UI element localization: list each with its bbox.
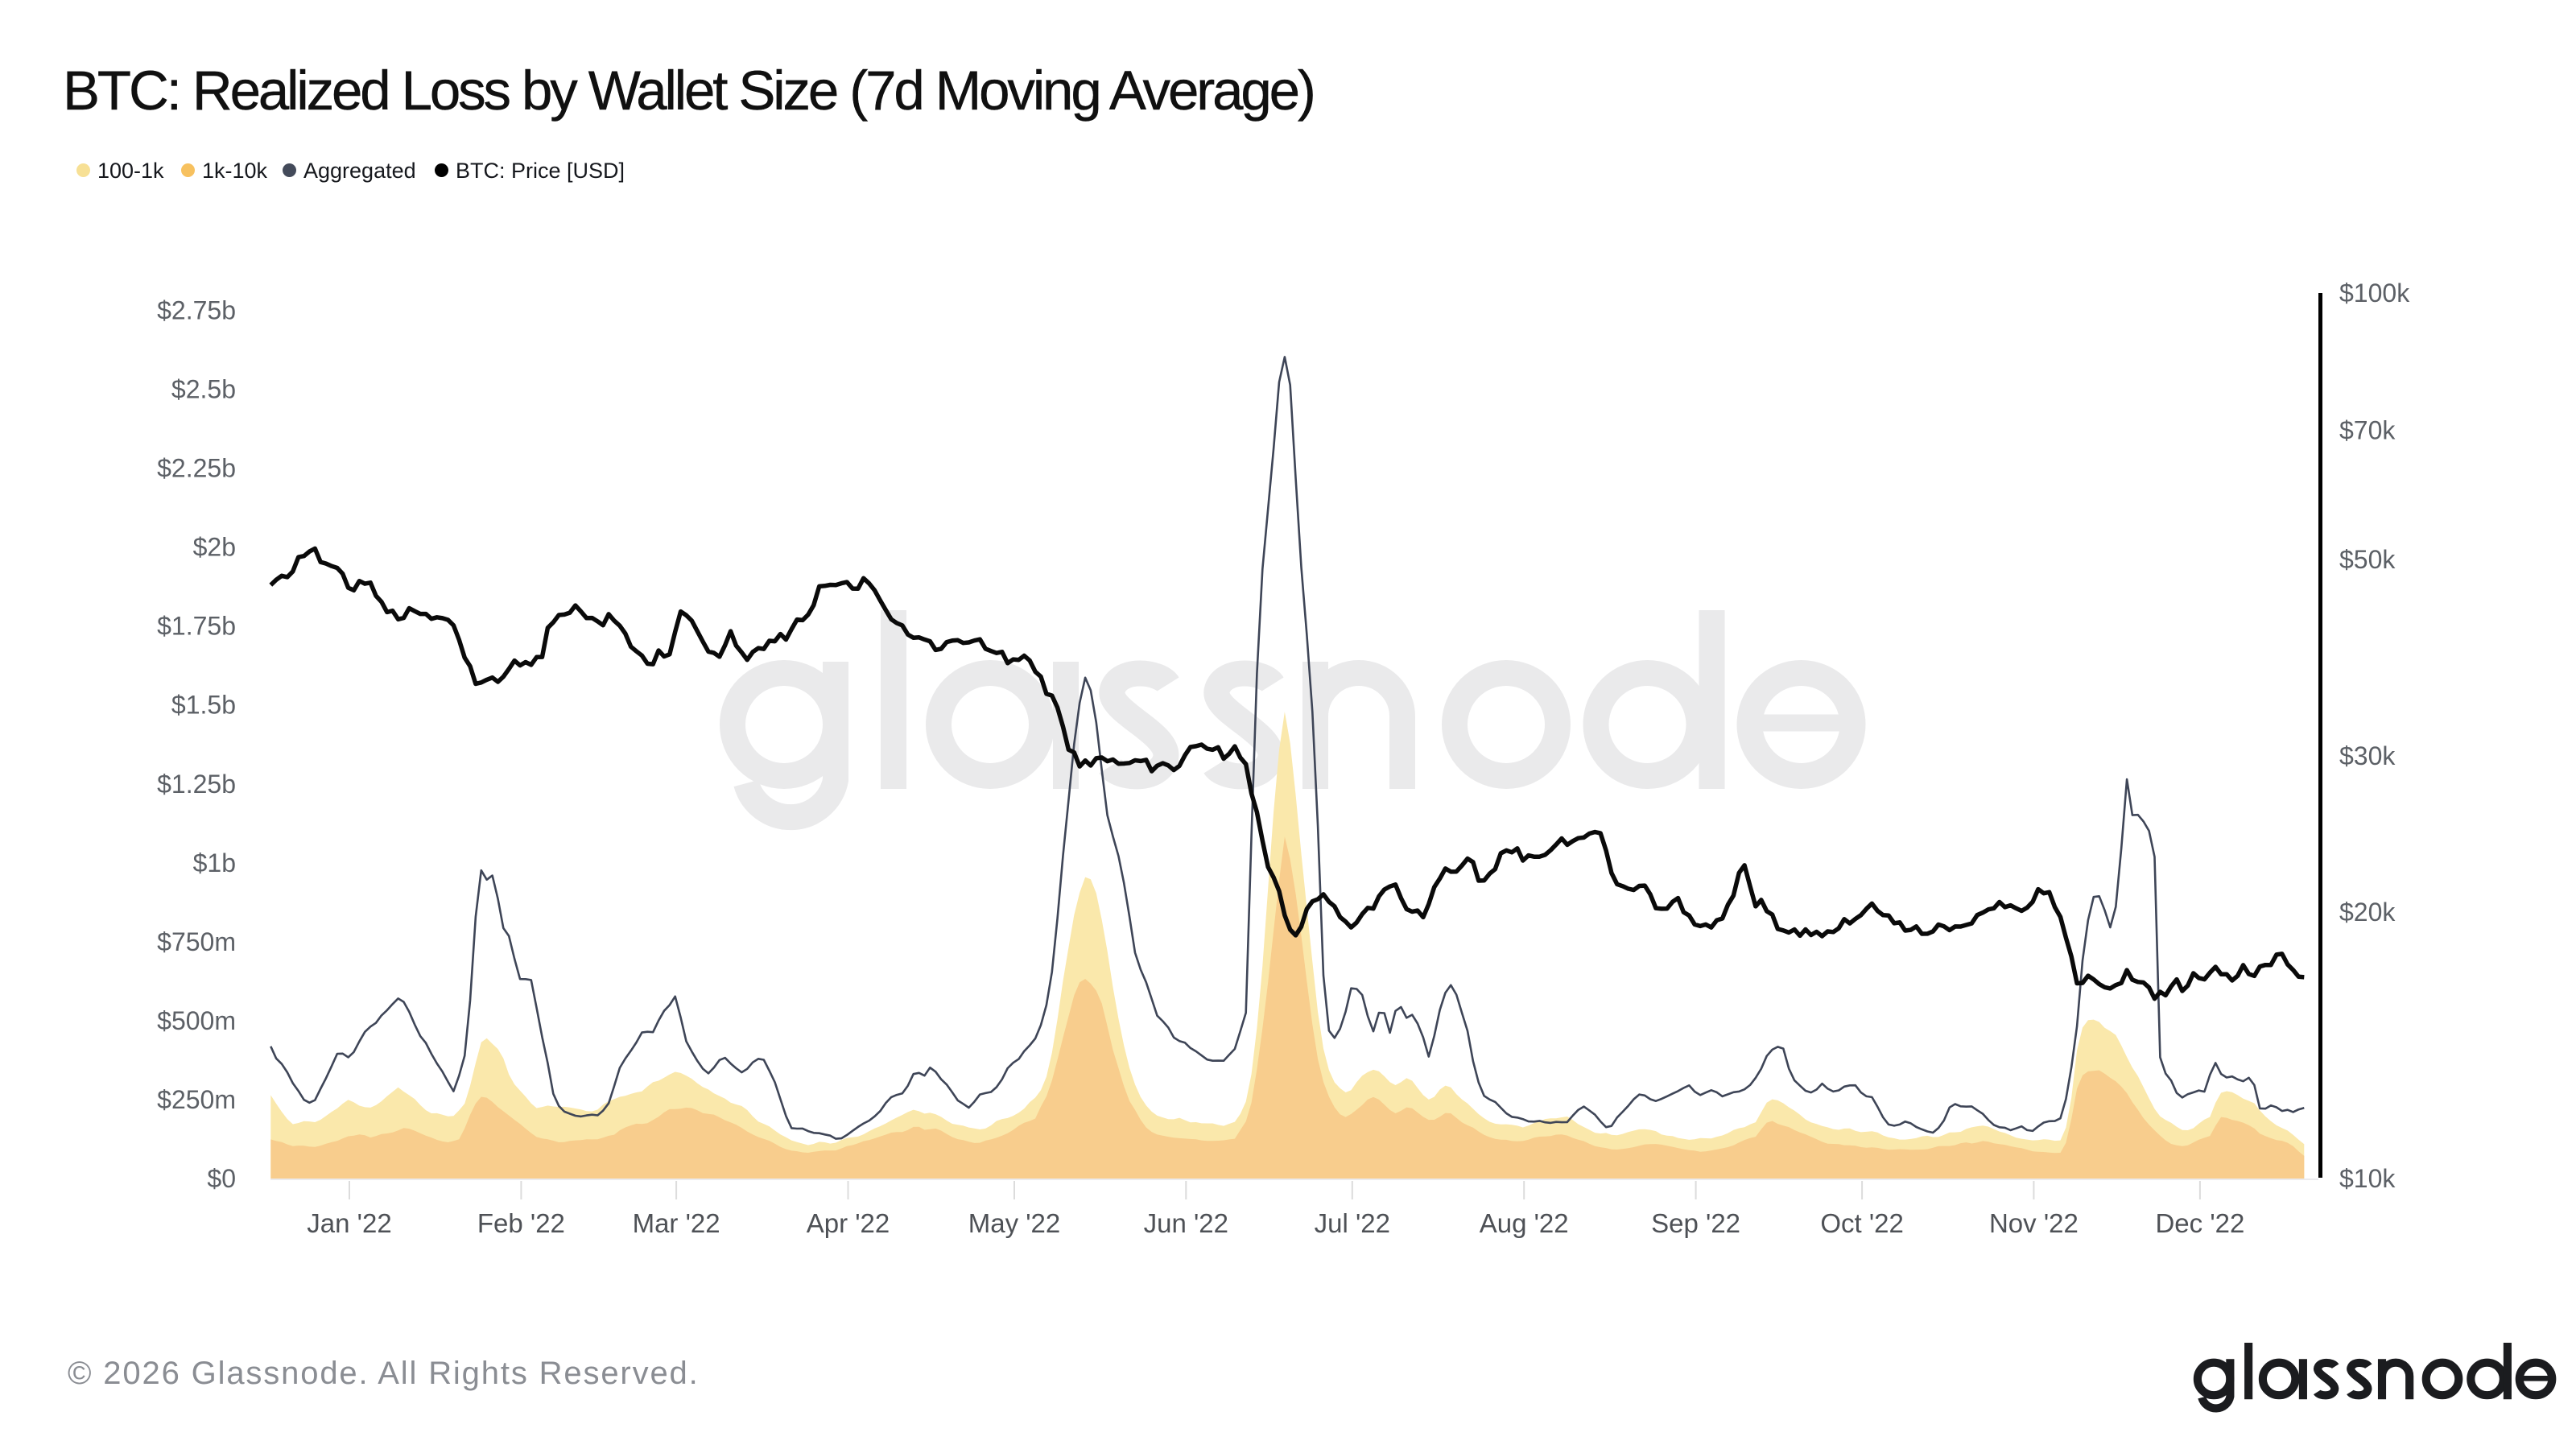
svg-text:$100k: $100k xyxy=(2339,279,2410,308)
svg-text:$500m: $500m xyxy=(157,1006,236,1035)
svg-text:Jun '22: Jun '22 xyxy=(1144,1208,1228,1238)
svg-text:$250m: $250m xyxy=(157,1085,236,1114)
svg-text:$10k: $10k xyxy=(2339,1164,2396,1193)
svg-text:$750m: $750m xyxy=(157,927,236,956)
svg-text:May '22: May '22 xyxy=(968,1208,1061,1238)
svg-text:$2.75b: $2.75b xyxy=(157,296,236,325)
svg-text:$0: $0 xyxy=(207,1164,236,1193)
svg-text:$1.25b: $1.25b xyxy=(157,770,236,799)
svg-text:Sep '22: Sep '22 xyxy=(1651,1208,1740,1238)
svg-text:$1b: $1b xyxy=(193,848,236,877)
svg-text:Jul '22: Jul '22 xyxy=(1315,1208,1390,1238)
svg-text:$30k: $30k xyxy=(2339,741,2396,770)
svg-text:Dec '22: Dec '22 xyxy=(2155,1208,2244,1238)
svg-text:Apr '22: Apr '22 xyxy=(807,1208,890,1238)
svg-text:$1.75b: $1.75b xyxy=(157,612,236,641)
svg-text:$2b: $2b xyxy=(193,533,236,562)
svg-text:Aug '22: Aug '22 xyxy=(1480,1208,1569,1238)
svg-text:Nov '22: Nov '22 xyxy=(1989,1208,2079,1238)
svg-text:$20k: $20k xyxy=(2339,898,2396,927)
svg-text:$50k: $50k xyxy=(2339,545,2396,574)
svg-text:$1.5b: $1.5b xyxy=(171,691,236,720)
svg-text:Jan '22: Jan '22 xyxy=(307,1208,391,1238)
svg-text:$70k: $70k xyxy=(2339,415,2396,444)
svg-text:Feb '22: Feb '22 xyxy=(477,1208,565,1238)
svg-text:$2.25b: $2.25b xyxy=(157,454,236,483)
svg-text:Oct '22: Oct '22 xyxy=(1820,1208,1904,1238)
svg-text:Mar '22: Mar '22 xyxy=(633,1208,720,1238)
svg-text:$2.5b: $2.5b xyxy=(171,375,236,404)
